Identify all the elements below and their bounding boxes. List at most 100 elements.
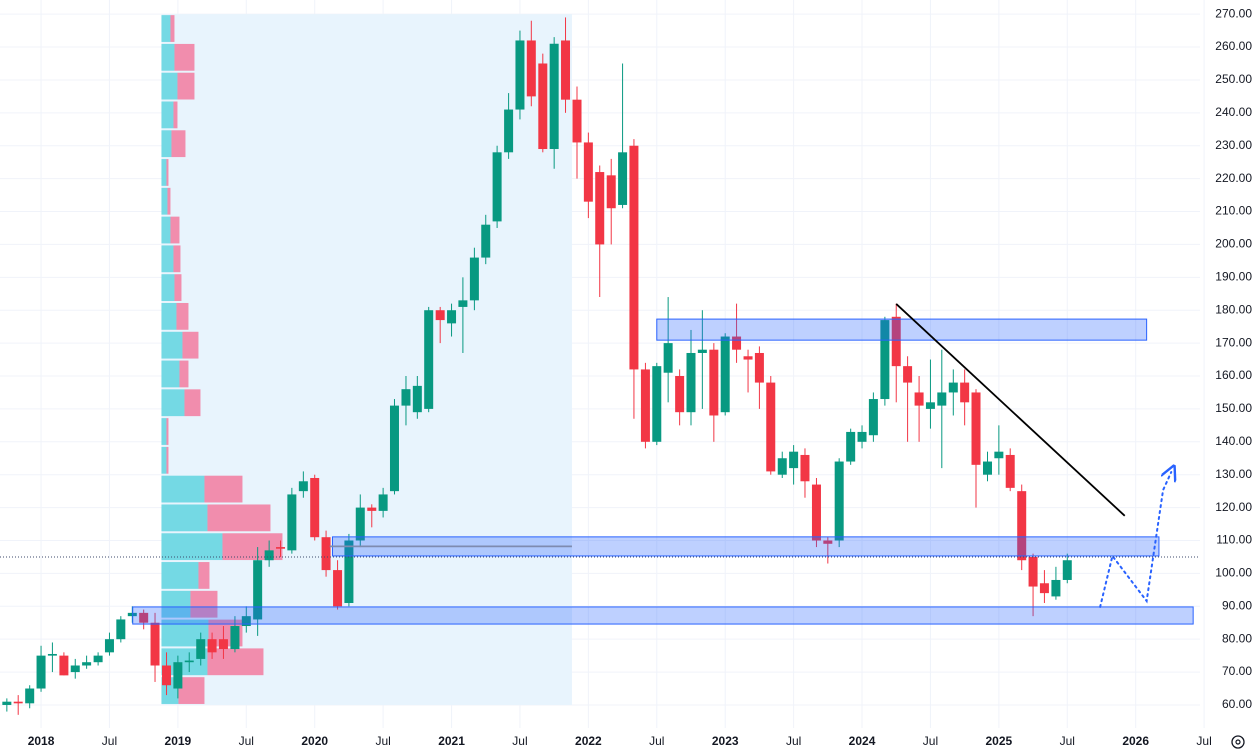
candle-body [823, 540, 833, 544]
candle-body [743, 356, 753, 360]
candle-body [834, 461, 844, 541]
candle-body [846, 431, 856, 462]
y-tick-label: 120.00 [1215, 500, 1252, 514]
candle-body [344, 540, 354, 603]
candle-body [492, 152, 502, 222]
candle-body [903, 366, 913, 383]
price-zone [656, 318, 1148, 341]
profile-down-volume [182, 331, 199, 359]
settings-gear[interactable] [1231, 735, 1245, 749]
profile-up-volume [161, 159, 167, 186]
candle-body [800, 454, 810, 482]
candle-body [93, 655, 103, 663]
candle-body [458, 300, 468, 307]
candle-body [583, 142, 593, 202]
y-tick-label: 250.00 [1215, 72, 1252, 86]
candle-body [70, 665, 80, 673]
candle-body [777, 458, 787, 475]
candle-body [709, 349, 719, 416]
candle-body [606, 175, 616, 209]
profile-down-volume [176, 302, 189, 330]
profile-down-volume [178, 677, 205, 704]
profile-up-volume [161, 504, 208, 532]
profile-up-volume [161, 475, 205, 503]
candle-body [173, 662, 183, 689]
candle-body [162, 665, 172, 686]
settings-icon[interactable] [1231, 735, 1245, 749]
profile-down-volume [204, 475, 243, 503]
profile-up-volume [161, 446, 167, 474]
candle-body [36, 655, 46, 689]
candle-body [515, 40, 525, 110]
candle-body [686, 352, 696, 413]
candle-body [549, 43, 559, 150]
profile-down-volume [166, 159, 169, 186]
y-tick-label: 130.00 [1215, 467, 1252, 481]
candle-body [971, 392, 981, 465]
candle-body [561, 40, 571, 100]
settings-gear-center[interactable] [1235, 739, 1241, 745]
y-tick-label: 240.00 [1215, 105, 1252, 119]
profile-up-volume [161, 590, 191, 618]
price-zone [132, 606, 1194, 625]
candle-body [572, 99, 582, 143]
y-tick-label: 150.00 [1215, 401, 1252, 415]
candle-body [675, 376, 685, 413]
profile-down-volume [174, 274, 182, 301]
candle-body [241, 616, 251, 627]
candle-body [766, 382, 776, 472]
y-tick-label: 220.00 [1215, 171, 1252, 185]
profile-down-volume [173, 245, 181, 273]
profile-down-volume [171, 130, 186, 158]
profile-down-volume [179, 360, 189, 388]
x-tick-label: 2019 [165, 734, 192, 748]
x-tick-label: Jul [512, 734, 527, 748]
y-tick-label: 230.00 [1215, 138, 1252, 152]
candle-body [538, 63, 548, 150]
profile-down-volume [170, 216, 180, 244]
candle-body [264, 550, 274, 561]
profile-up-volume [161, 15, 171, 42]
candle-body [720, 336, 730, 413]
profile-down-volume [207, 504, 271, 532]
x-tick-label: 2022 [575, 734, 602, 748]
candle-body [310, 477, 320, 538]
candle-body [948, 382, 958, 393]
candle-body [983, 461, 993, 475]
candle-body [424, 310, 434, 409]
profile-up-volume [161, 389, 185, 417]
candle-body [697, 349, 707, 353]
candle-body [59, 655, 69, 676]
profile-up-volume [161, 274, 175, 301]
trend-line [895, 303, 1126, 517]
candle-body [367, 507, 377, 511]
x-tick-label: 2025 [986, 734, 1013, 748]
candle-body [253, 560, 263, 620]
profile-up-volume [161, 43, 175, 71]
candle-body [914, 392, 924, 406]
plot-area [0, 0, 1205, 728]
candle-body [116, 619, 126, 640]
candle-body [937, 392, 947, 406]
profile-down-volume [198, 562, 210, 589]
profile-down-volume [166, 446, 169, 474]
profile-up-volume [161, 302, 177, 330]
candle-body [789, 451, 799, 469]
y-tick-label: 80.00 [1222, 631, 1252, 645]
candle-body [526, 40, 536, 97]
candle-body [196, 639, 206, 659]
y-tick-label: 210.00 [1215, 204, 1252, 218]
candle-body [150, 622, 160, 666]
candle-body [469, 257, 479, 301]
profile-up-volume [161, 130, 172, 158]
candle-body [868, 399, 878, 436]
x-tick-label: Jul [239, 734, 254, 748]
candle-body [184, 660, 194, 663]
y-tick-label: 190.00 [1215, 269, 1252, 283]
candle-body [1028, 556, 1038, 587]
candle-body [925, 402, 935, 409]
candle-body [207, 639, 217, 653]
candle-body [857, 431, 867, 442]
